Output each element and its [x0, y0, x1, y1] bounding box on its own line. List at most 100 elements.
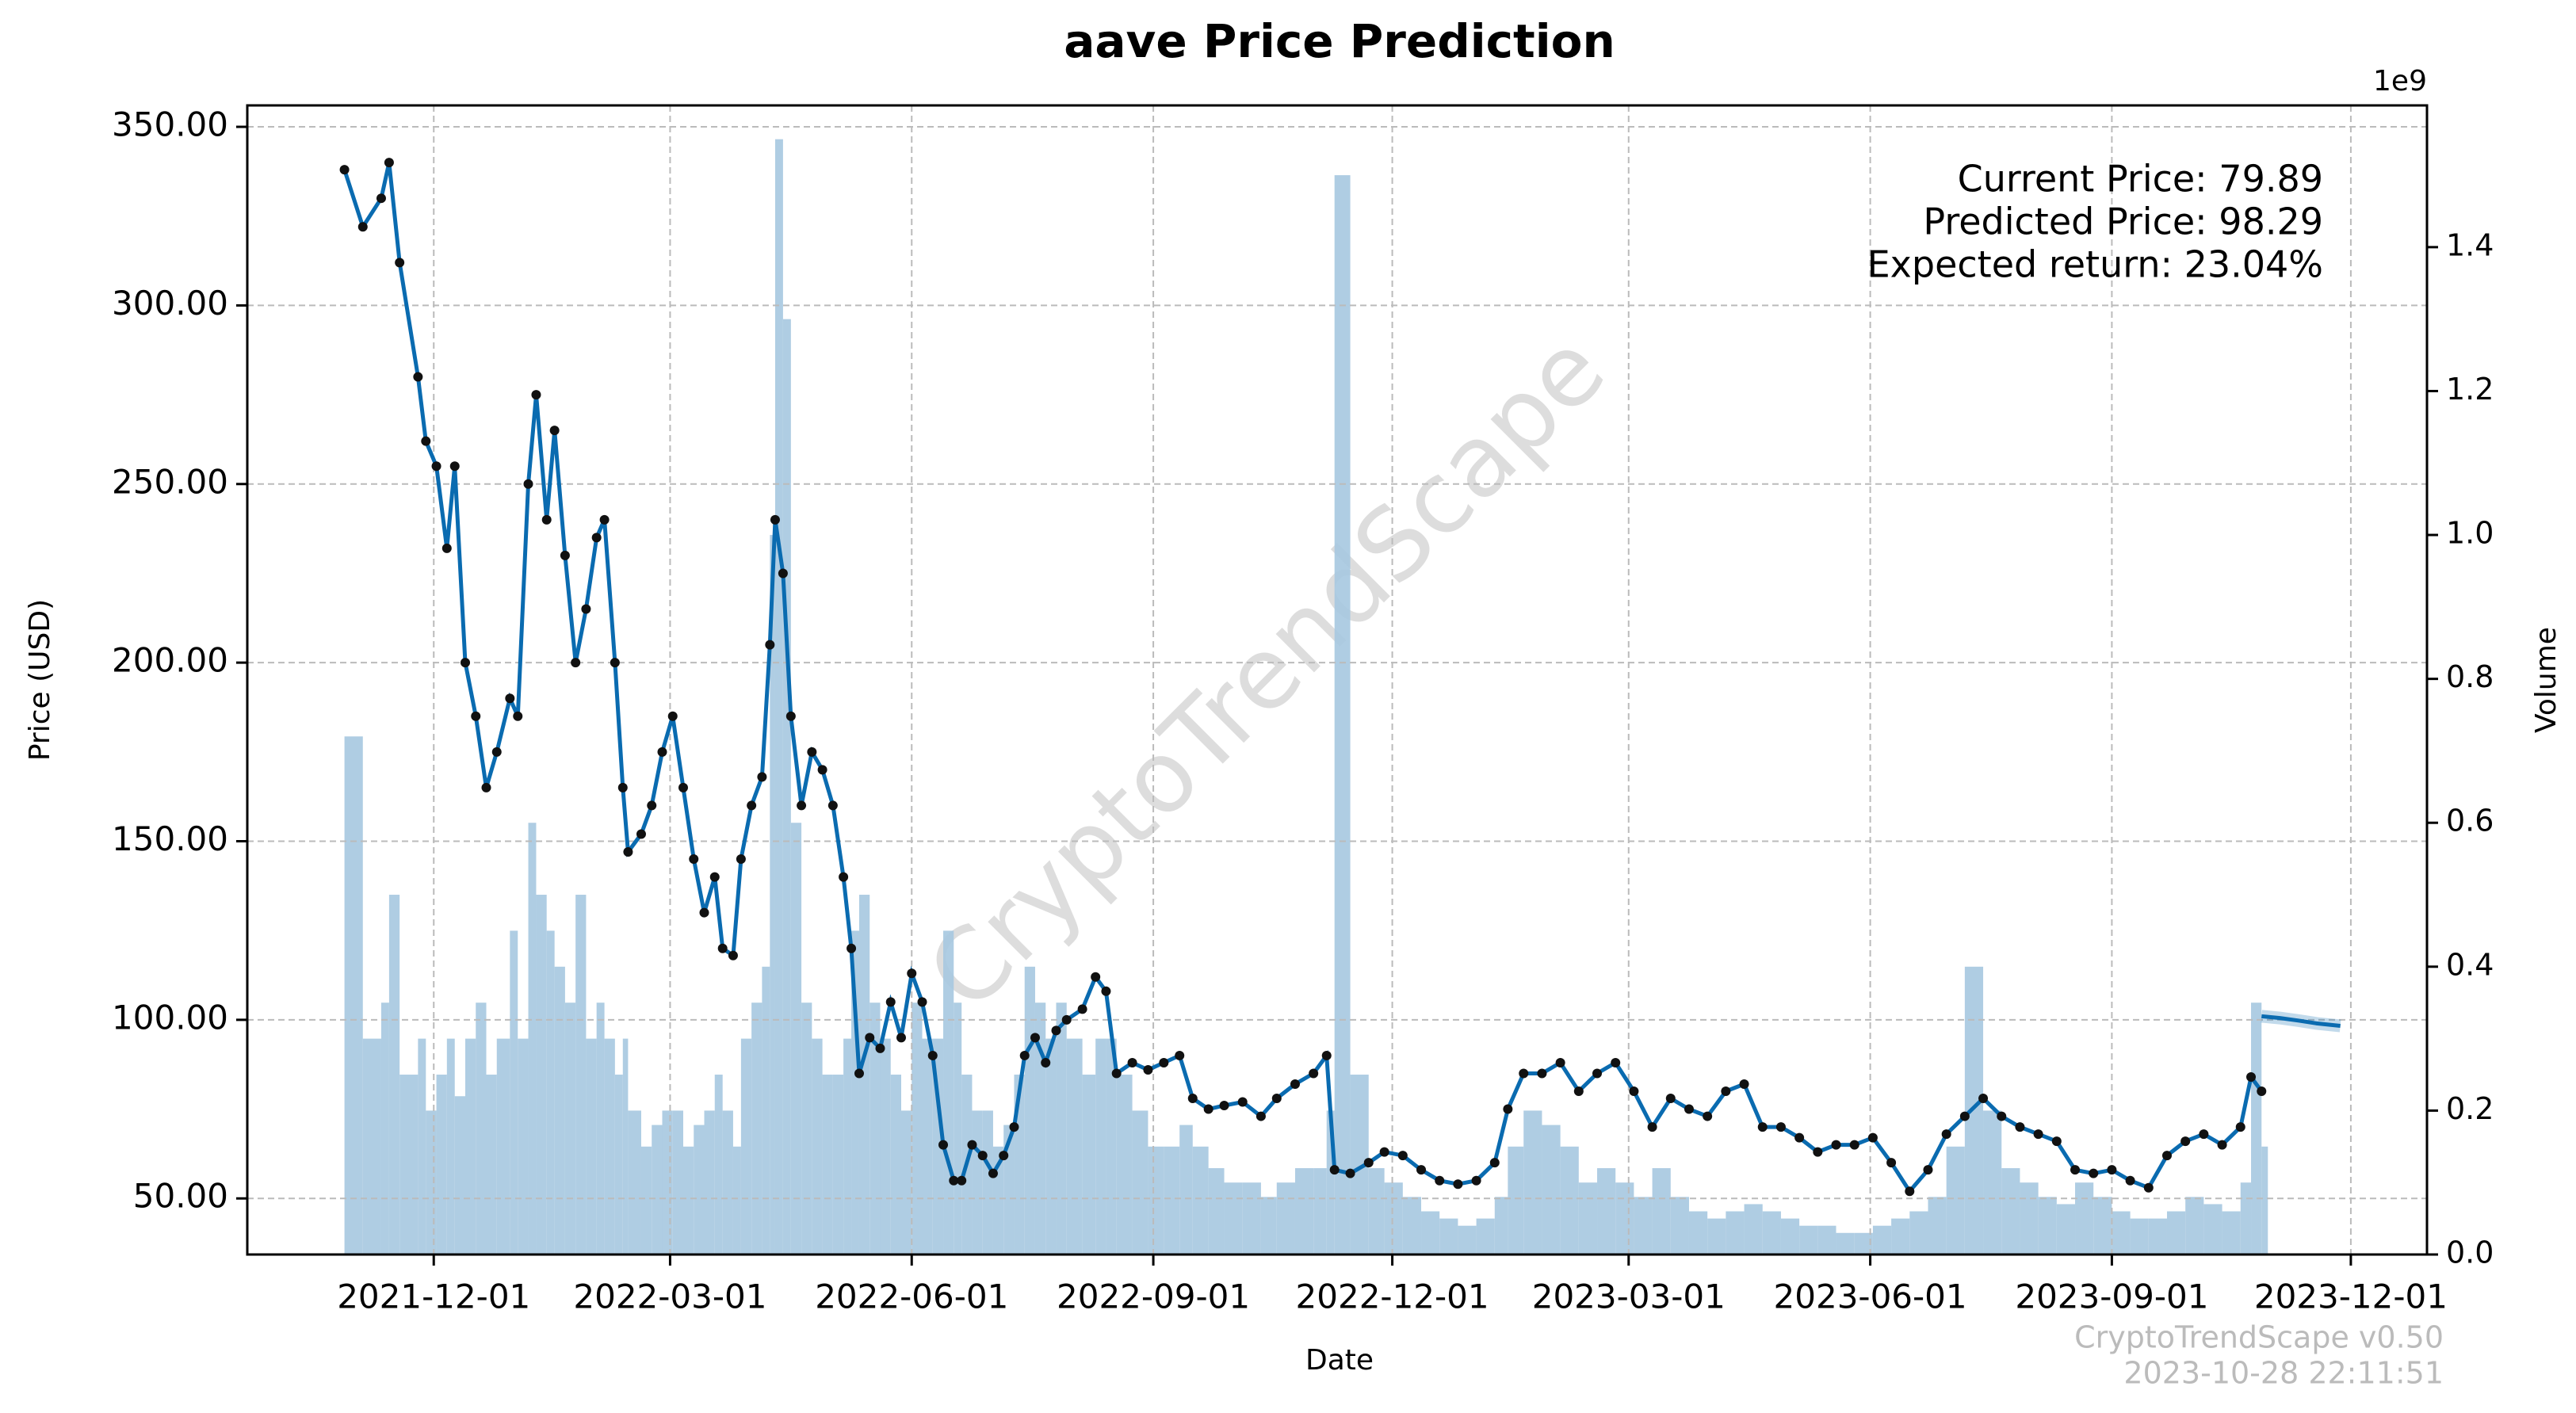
- volume-bar: [1909, 1211, 1928, 1255]
- volume-bar: [740, 1038, 752, 1255]
- volume-bar: [399, 1075, 419, 1255]
- y-axis-label: Price (USD): [24, 599, 56, 761]
- price-point: [384, 158, 394, 168]
- price-point: [421, 436, 431, 446]
- price-point: [2199, 1129, 2209, 1140]
- price-point: [1573, 1086, 1584, 1097]
- volume-bar: [1260, 1197, 1277, 1255]
- price-point: [471, 711, 481, 721]
- volume-bar: [2148, 1218, 2167, 1255]
- volume-bar: [614, 1075, 623, 1255]
- x-tick-label: 2022-12-01: [1296, 1277, 1489, 1316]
- volume-bar: [586, 1038, 597, 1255]
- price-point: [1290, 1079, 1300, 1090]
- volume-bar: [1208, 1168, 1225, 1255]
- price-point: [949, 1175, 959, 1186]
- volume-bar: [1780, 1218, 1800, 1255]
- volume-bar: [901, 1110, 912, 1255]
- price-point: [927, 1050, 938, 1060]
- volume-bar: [1688, 1211, 1708, 1255]
- price-point: [1923, 1165, 1933, 1175]
- volume-bar: [1508, 1146, 1524, 1255]
- price-point: [1471, 1175, 1481, 1186]
- volume-bar: [1854, 1232, 1873, 1255]
- volume-bar: [1817, 1225, 1836, 1255]
- price-point: [977, 1151, 988, 1161]
- price-point: [491, 747, 502, 757]
- volume-bar: [1578, 1182, 1598, 1255]
- price-point: [2235, 1122, 2245, 1132]
- price-point: [481, 782, 491, 792]
- volume-bar: [596, 1002, 605, 1255]
- x-axis-label: Date: [1305, 1344, 1374, 1377]
- price-point: [2070, 1165, 2081, 1175]
- price-point: [728, 950, 738, 960]
- volume-bar: [1799, 1225, 1818, 1255]
- volume-bar: [1726, 1211, 1745, 1255]
- volume-bar: [1024, 966, 1035, 1255]
- price-point: [1794, 1132, 1805, 1143]
- prediction-line: [2261, 1014, 2341, 1028]
- chart-title: aave Price Prediction: [1064, 14, 1615, 68]
- price-point: [461, 658, 470, 668]
- price-point: [610, 658, 620, 668]
- price-point: [1592, 1068, 1603, 1079]
- price-point: [807, 747, 817, 757]
- price-point: [1941, 1129, 1951, 1140]
- volume-bar: [1384, 1182, 1403, 1255]
- volume-bar: [843, 1038, 852, 1255]
- volume-bar: [575, 895, 587, 1255]
- volume-bar: [774, 139, 783, 1255]
- volume-bar: [1983, 1110, 2002, 1255]
- volume-bar: [2093, 1197, 2112, 1255]
- y2-tick-label: 1.4: [2446, 227, 2494, 262]
- price-point: [1061, 1014, 1072, 1025]
- volume-bar: [2261, 1146, 2268, 1255]
- price-point: [667, 711, 678, 721]
- y2-tick-label: 0.0: [2446, 1235, 2494, 1270]
- volume-bar: [1652, 1168, 1671, 1255]
- price-point: [1489, 1158, 1500, 1168]
- volume-bar: [1458, 1225, 1477, 1255]
- volume-bar: [1597, 1168, 1616, 1255]
- price-point: [1363, 1158, 1374, 1168]
- volume-bar: [943, 930, 954, 1255]
- volume-bar: [1106, 1038, 1117, 1255]
- price-point: [847, 943, 857, 953]
- volume-bar: [1334, 175, 1351, 1255]
- price-point: [988, 1168, 998, 1178]
- price-point: [1867, 1132, 1878, 1143]
- price-point: [999, 1151, 1009, 1161]
- y2-offset-label: 1e9: [2373, 65, 2427, 97]
- volume-bar: [546, 930, 555, 1255]
- price-point: [854, 1068, 864, 1079]
- price-point: [765, 640, 775, 650]
- volume-bar: [436, 1075, 447, 1255]
- volume-bar: [722, 1110, 733, 1255]
- volume-bar: [732, 1146, 741, 1255]
- volume-bar: [528, 823, 537, 1255]
- volume-bar: [751, 1002, 762, 1255]
- volume-bar: [1560, 1146, 1579, 1255]
- volume-bar: [1066, 1038, 1083, 1255]
- volume-bar: [486, 1075, 497, 1255]
- annotation: Predicted Price: 98.29: [1923, 200, 2323, 243]
- price-point: [817, 765, 827, 775]
- price-point: [1453, 1179, 1463, 1190]
- volume-bar: [640, 1146, 652, 1255]
- price-point: [505, 693, 515, 704]
- y-tick-label: 250.00: [112, 462, 228, 501]
- volume-bar: [2240, 1182, 2252, 1255]
- volume-bar: [2185, 1197, 2204, 1255]
- price-point: [757, 772, 767, 782]
- volume-bar: [1670, 1197, 1689, 1255]
- volume-bar: [1082, 1075, 1096, 1255]
- price-point: [1629, 1086, 1639, 1097]
- volume-bar: [1476, 1218, 1495, 1255]
- annotation: Current Price: 79.89: [1958, 158, 2323, 200]
- price-point: [1886, 1158, 1897, 1168]
- y2-tick-label: 1.0: [2446, 516, 2494, 551]
- y-tick-label: 300.00: [112, 284, 228, 323]
- price-point: [1030, 1033, 1040, 1043]
